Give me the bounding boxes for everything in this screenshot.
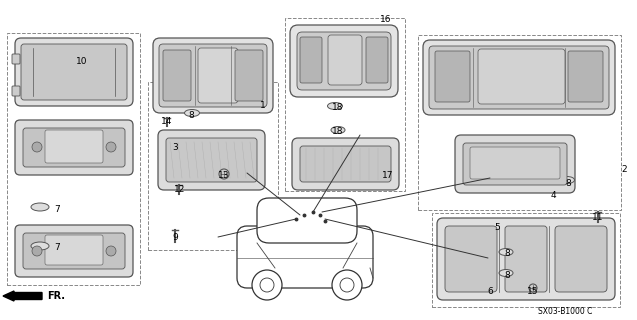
- Circle shape: [252, 270, 282, 300]
- Ellipse shape: [331, 126, 345, 133]
- FancyBboxPatch shape: [45, 235, 103, 265]
- FancyBboxPatch shape: [366, 37, 388, 83]
- Circle shape: [219, 169, 229, 179]
- FancyBboxPatch shape: [455, 135, 575, 193]
- FancyBboxPatch shape: [158, 130, 265, 190]
- FancyBboxPatch shape: [153, 38, 273, 113]
- FancyBboxPatch shape: [198, 48, 238, 103]
- FancyBboxPatch shape: [470, 147, 560, 179]
- FancyBboxPatch shape: [463, 143, 567, 185]
- Text: 16: 16: [380, 15, 392, 25]
- Text: 7: 7: [54, 244, 60, 252]
- Text: 10: 10: [76, 58, 88, 67]
- Text: FR.: FR.: [47, 291, 65, 301]
- Text: 13: 13: [218, 172, 230, 180]
- Ellipse shape: [31, 242, 49, 250]
- FancyBboxPatch shape: [23, 128, 125, 167]
- Text: 1: 1: [260, 100, 266, 109]
- Text: 18: 18: [333, 127, 344, 137]
- Text: 9: 9: [172, 233, 178, 242]
- Text: 8: 8: [565, 179, 571, 188]
- Ellipse shape: [499, 249, 513, 255]
- FancyBboxPatch shape: [300, 37, 322, 83]
- FancyBboxPatch shape: [15, 120, 133, 175]
- FancyBboxPatch shape: [15, 225, 133, 277]
- FancyBboxPatch shape: [328, 35, 362, 85]
- Text: 6: 6: [487, 286, 493, 295]
- FancyBboxPatch shape: [423, 40, 615, 115]
- FancyBboxPatch shape: [437, 218, 615, 300]
- Text: 17: 17: [382, 171, 394, 180]
- FancyBboxPatch shape: [292, 138, 399, 190]
- Text: 8: 8: [504, 270, 510, 279]
- Text: 7: 7: [54, 205, 60, 214]
- Ellipse shape: [327, 102, 343, 109]
- FancyBboxPatch shape: [568, 51, 603, 102]
- FancyBboxPatch shape: [445, 226, 497, 292]
- FancyBboxPatch shape: [290, 25, 398, 97]
- FancyBboxPatch shape: [23, 233, 125, 269]
- Text: 14: 14: [161, 117, 173, 126]
- Circle shape: [529, 284, 537, 292]
- Text: 12: 12: [175, 186, 186, 195]
- FancyBboxPatch shape: [435, 51, 470, 102]
- FancyBboxPatch shape: [45, 130, 103, 163]
- FancyBboxPatch shape: [12, 86, 20, 96]
- FancyBboxPatch shape: [429, 46, 609, 109]
- FancyBboxPatch shape: [235, 50, 263, 101]
- Text: 8: 8: [188, 111, 194, 121]
- Circle shape: [260, 278, 274, 292]
- FancyBboxPatch shape: [257, 198, 357, 243]
- FancyBboxPatch shape: [21, 44, 127, 100]
- Circle shape: [340, 278, 354, 292]
- Ellipse shape: [499, 269, 513, 276]
- Text: 2: 2: [621, 165, 627, 174]
- Text: 4: 4: [550, 190, 556, 199]
- FancyArrow shape: [3, 291, 42, 301]
- FancyBboxPatch shape: [166, 138, 257, 182]
- Bar: [7, 33, 140, 285]
- FancyBboxPatch shape: [237, 226, 373, 288]
- Bar: [148, 82, 278, 250]
- Text: 11: 11: [592, 213, 604, 222]
- FancyBboxPatch shape: [297, 32, 391, 90]
- Bar: [285, 18, 405, 191]
- Text: 15: 15: [527, 287, 539, 297]
- Text: 3: 3: [172, 143, 178, 153]
- Circle shape: [106, 246, 116, 256]
- Ellipse shape: [185, 109, 199, 116]
- Text: 18: 18: [333, 103, 344, 113]
- Bar: [432, 213, 620, 307]
- Ellipse shape: [559, 177, 575, 183]
- FancyBboxPatch shape: [505, 226, 547, 292]
- Text: 8: 8: [504, 250, 510, 259]
- Text: SX03-B1000 C: SX03-B1000 C: [538, 307, 592, 316]
- FancyBboxPatch shape: [163, 50, 191, 101]
- FancyBboxPatch shape: [478, 49, 565, 104]
- Circle shape: [32, 246, 42, 256]
- Bar: [418, 35, 621, 210]
- Circle shape: [106, 142, 116, 152]
- FancyBboxPatch shape: [159, 44, 267, 107]
- Ellipse shape: [31, 203, 49, 211]
- Circle shape: [332, 270, 362, 300]
- Text: 5: 5: [494, 223, 500, 233]
- Circle shape: [32, 142, 42, 152]
- FancyBboxPatch shape: [15, 38, 133, 106]
- FancyBboxPatch shape: [300, 146, 391, 182]
- FancyBboxPatch shape: [555, 226, 607, 292]
- FancyBboxPatch shape: [12, 54, 20, 64]
